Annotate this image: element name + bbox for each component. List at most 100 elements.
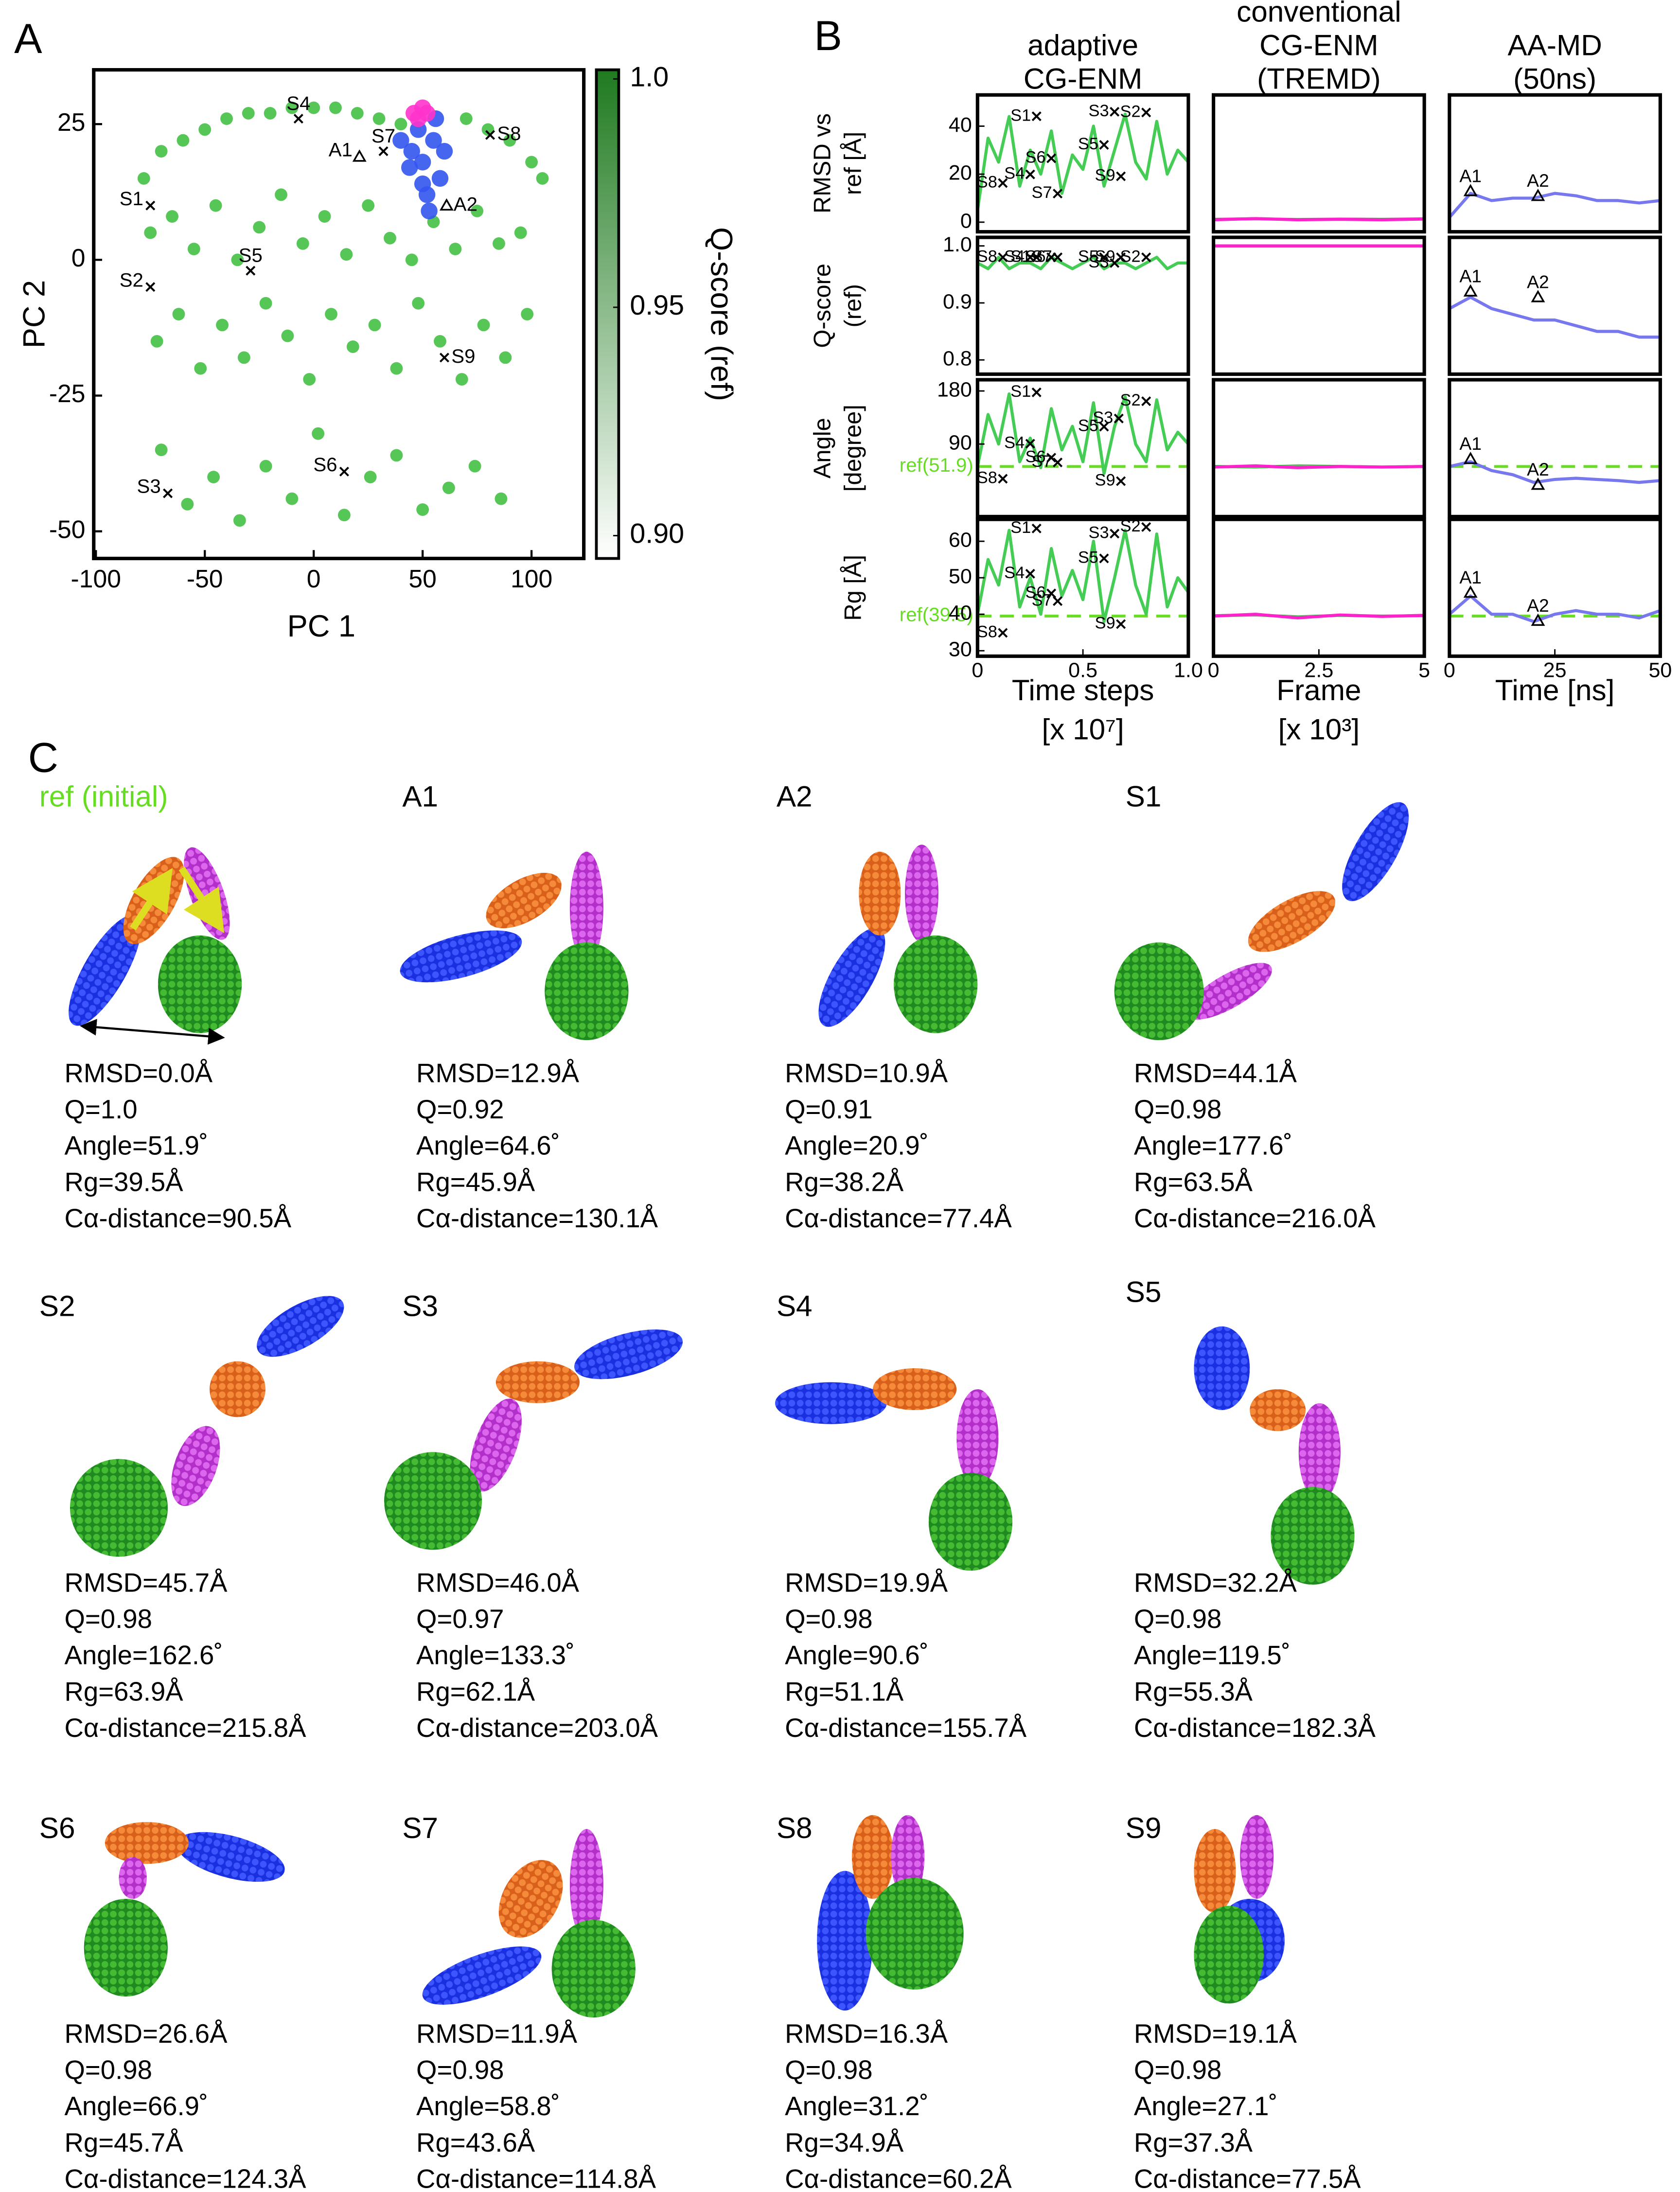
x-tick-label: 0 bbox=[307, 565, 321, 593]
plot-frame bbox=[975, 235, 1190, 376]
structure-stat: RMSD=32.2Å bbox=[1134, 1568, 1297, 1597]
scatter-point bbox=[418, 105, 436, 122]
domain bbox=[495, 1361, 580, 1403]
scatter-point bbox=[390, 449, 403, 462]
data-line bbox=[1449, 296, 1661, 339]
annotation-label: A1 bbox=[1459, 266, 1482, 286]
domain bbox=[158, 935, 242, 1033]
annotation-label: A1 bbox=[1459, 567, 1482, 587]
y-tick-label: -25 bbox=[49, 379, 86, 407]
x-tick-label: 50 bbox=[408, 565, 436, 593]
structure-name: A2 bbox=[777, 779, 813, 813]
scatter-point bbox=[181, 497, 194, 511]
x-tick-label: 2.5 bbox=[1304, 658, 1333, 682]
domain bbox=[1250, 1389, 1306, 1432]
y-tick-label: 0 bbox=[960, 209, 972, 232]
structure-stat: Rg=45.7Å bbox=[64, 2128, 183, 2157]
domain bbox=[470, 1398, 522, 1492]
structure-stat: Q=0.98 bbox=[785, 2055, 872, 2085]
domain bbox=[119, 1856, 147, 1899]
structure-render bbox=[817, 1815, 964, 2011]
annotation-label: S8 bbox=[977, 469, 997, 487]
annotation-label: S8 bbox=[497, 123, 521, 144]
structure-stat: Q=1.0 bbox=[64, 1095, 137, 1124]
structure-name: S3 bbox=[402, 1289, 438, 1322]
structure-render bbox=[400, 851, 629, 1041]
annotation-marker bbox=[339, 466, 349, 477]
structure-stat: Cα-distance=216.0Å bbox=[1134, 1203, 1376, 1233]
structure-stat: RMSD=19.1Å bbox=[1134, 2019, 1297, 2049]
annotation-label: S5 bbox=[239, 245, 263, 266]
scatter-point bbox=[394, 118, 407, 131]
annotation-marker bbox=[1141, 252, 1151, 263]
structure-stat: Q=0.91 bbox=[785, 1095, 872, 1124]
scatter-point bbox=[216, 318, 229, 332]
structure-stat: Q=0.98 bbox=[1134, 2055, 1221, 2085]
x-axis-label: [x 10⁷] bbox=[1042, 713, 1124, 746]
scatter-point bbox=[351, 106, 364, 120]
annotation-marker bbox=[1531, 613, 1545, 626]
scatter-point bbox=[166, 210, 178, 223]
annotation-marker bbox=[998, 252, 1008, 263]
structure-render bbox=[84, 1822, 285, 1997]
domain bbox=[105, 1822, 189, 1864]
annotation-marker bbox=[1046, 453, 1057, 463]
annotation-label: S1 bbox=[120, 188, 143, 210]
y-tick-label: 90 bbox=[949, 431, 972, 455]
scatter-point bbox=[372, 112, 386, 125]
annotation-label: S9 bbox=[1095, 471, 1115, 490]
structure-stat: RMSD=46.0Å bbox=[416, 1568, 580, 1597]
annotation-label: S4 bbox=[1004, 434, 1025, 452]
reference-label: ref(39.5) bbox=[900, 604, 973, 626]
scatter-point bbox=[312, 427, 325, 440]
scatter-point bbox=[503, 134, 516, 147]
colorbar-tick-label: 1.0 bbox=[630, 62, 669, 93]
scatter-point bbox=[194, 362, 207, 375]
y-axis-label: [degree] bbox=[840, 405, 867, 492]
plot-frame bbox=[1448, 517, 1662, 658]
y-tick-label: -50 bbox=[49, 515, 86, 543]
structure-name: S5 bbox=[1126, 1275, 1162, 1308]
scatter-point bbox=[253, 221, 266, 234]
scatter-point bbox=[187, 243, 200, 255]
scatter-point bbox=[340, 248, 353, 261]
annotation-label: S7 bbox=[371, 125, 395, 147]
scatter-point bbox=[155, 145, 168, 158]
structure-name: S6 bbox=[39, 1811, 75, 1844]
structure-stat: RMSD=10.9Å bbox=[785, 1058, 948, 1088]
scatter-point bbox=[150, 335, 163, 348]
annotation-marker bbox=[1099, 422, 1109, 432]
y-axis-label: Rg [Å] bbox=[840, 555, 867, 621]
annotation-marker bbox=[1031, 111, 1042, 122]
x-tick-label: 50 bbox=[1648, 658, 1672, 682]
annotation-marker bbox=[1031, 387, 1042, 397]
annotation-marker bbox=[1116, 252, 1126, 263]
annotation-marker bbox=[1463, 284, 1478, 297]
structure-stat: Rg=37.3Å bbox=[1134, 2128, 1253, 2157]
domain bbox=[569, 1829, 603, 1941]
structure-stat: Angle=133.3˚ bbox=[416, 1641, 575, 1670]
structure-stat: Cα-distance=77.4Å bbox=[785, 1203, 1012, 1233]
scatter-point bbox=[521, 308, 534, 320]
x-tick-label: 0 bbox=[1208, 658, 1220, 682]
y-tick-label: 1.0 bbox=[943, 233, 972, 256]
annotation-marker bbox=[1025, 568, 1035, 579]
x-tick-label: 5 bbox=[1418, 658, 1430, 682]
domain bbox=[891, 1815, 925, 1899]
scatter-point bbox=[525, 156, 538, 169]
y-tick-label: 40 bbox=[949, 113, 972, 137]
domain bbox=[69, 915, 141, 1026]
structure-name: S4 bbox=[777, 1289, 813, 1322]
x-tick-label: -100 bbox=[71, 565, 121, 593]
scatter-point bbox=[460, 112, 473, 125]
plot-frame bbox=[975, 93, 1190, 234]
annotation-marker bbox=[163, 488, 173, 498]
annotation-marker bbox=[1141, 396, 1151, 407]
structure-stat: Cα-distance=90.5Å bbox=[64, 1203, 291, 1233]
domain bbox=[866, 1877, 964, 1990]
annotation-marker bbox=[1025, 169, 1035, 179]
scatter-point bbox=[237, 351, 250, 364]
structure-name: S8 bbox=[777, 1811, 813, 1844]
annotation-label: S1 bbox=[1010, 382, 1031, 401]
scatter-point bbox=[144, 226, 157, 239]
